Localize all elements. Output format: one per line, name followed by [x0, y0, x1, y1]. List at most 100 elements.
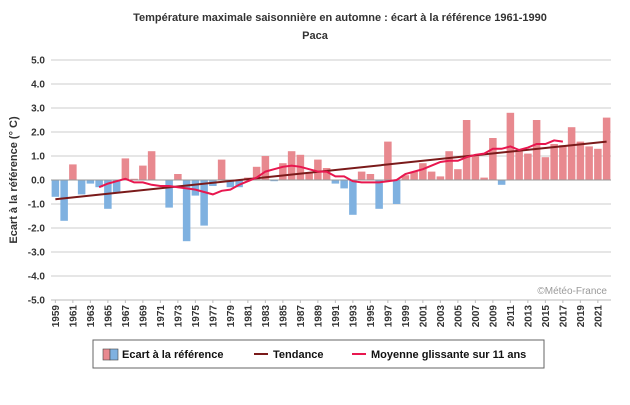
- anomaly-bar: [462, 120, 471, 180]
- x-tick-label: 1983: [261, 305, 272, 328]
- x-tick-label: 1993: [348, 305, 359, 328]
- anomaly-bar: [515, 151, 523, 180]
- anomaly-bar: [77, 180, 86, 195]
- legend-label-trend: Tendance: [273, 349, 324, 361]
- anomaly-bar: [576, 141, 585, 180]
- x-tick-label: 1967: [121, 305, 132, 328]
- x-tick-label: 2019: [576, 305, 587, 328]
- anomaly-bar: [594, 148, 602, 180]
- y-tick-label: 0.0: [31, 176, 45, 187]
- x-tick-label: 1999: [401, 305, 412, 328]
- anomaly-bar: [427, 171, 436, 180]
- anomaly-bar: [217, 159, 226, 180]
- anomaly-bar: [541, 157, 550, 180]
- anomaly-bar: [279, 163, 287, 180]
- anomaly-bar: [182, 180, 191, 242]
- anomaly-bar: [314, 159, 322, 180]
- anomaly-bar: [349, 180, 357, 215]
- x-tick-labels: 1959 1961 1963 1965 1967 1969 1971 1973 1975 1977…: [51, 300, 604, 328]
- x-tick-label: 2001: [418, 305, 429, 328]
- anomaly-bar: [252, 166, 261, 180]
- anomaly-bar: [410, 171, 418, 180]
- anomaly-bar: [567, 127, 576, 180]
- anomaly-bar: [261, 156, 270, 180]
- x-tick-label: 1991: [331, 305, 342, 328]
- x-tick-label: 1961: [68, 305, 79, 328]
- anomaly-bar: [550, 144, 558, 180]
- legend-swatch-negative: [109, 348, 119, 361]
- x-tick-label: 2005: [453, 305, 464, 328]
- anomaly-bar: [130, 178, 138, 180]
- x-tick-label: 1969: [138, 305, 149, 328]
- x-tick-label: 1977: [208, 305, 219, 328]
- anomaly-bar: [419, 163, 427, 180]
- y-tick-labels: 5.0 4.0 3.0 2.0 1.0 0.0 -1.0 -2.0 -3.0 -4.0 -5.0: [28, 56, 46, 307]
- legend-label-anomaly: Ecart à la référence: [122, 349, 224, 361]
- x-tick-label: 2013: [523, 305, 534, 328]
- x-tick-label: 1995: [366, 305, 377, 328]
- chart-title: Température maximale saisonnière en auto…: [133, 12, 547, 24]
- legend: Ecart à la référence Tendance Moyenne gl…: [92, 339, 545, 369]
- legend-label-moving-average: Moyenne glissante sur 11 ans: [371, 349, 526, 361]
- anomaly-bar: [69, 164, 77, 180]
- x-tick-label: 1973: [173, 305, 184, 328]
- anomaly-bar: [497, 180, 506, 185]
- anomaly-bar: [384, 141, 392, 180]
- x-tick-label: 2017: [558, 305, 569, 328]
- y-tick-label: -5.0: [28, 296, 46, 307]
- anomaly-bar: [454, 169, 462, 180]
- anomaly-bar: [524, 153, 532, 180]
- legend-item-moving-average: Moyenne glissante sur 11 ans: [352, 349, 526, 361]
- y-tick-label: -4.0: [28, 272, 46, 283]
- x-tick-label: 2015: [541, 305, 552, 328]
- x-tick-label: 1985: [278, 305, 289, 328]
- x-tick-label: 1981: [243, 305, 254, 328]
- y-tick-label: -3.0: [28, 248, 46, 259]
- x-tick-label: 1975: [191, 305, 202, 328]
- moving-average-line: [98, 139, 564, 196]
- anomaly-bar: [585, 146, 593, 180]
- anomaly-bar: [235, 180, 243, 188]
- legend-swatch-positive: [102, 348, 111, 361]
- anomaly-bar: [357, 171, 366, 180]
- y-tick-label: 3.0: [31, 104, 45, 115]
- anomaly-bar: [322, 168, 331, 180]
- credit-text: ©Météo-France: [537, 286, 607, 297]
- x-tick-label: 2007: [471, 305, 482, 328]
- anomaly-bar: [147, 151, 156, 180]
- y-tick-label: -2.0: [28, 224, 46, 235]
- anomaly-bar: [340, 180, 348, 189]
- legend-item-trend: Tendance: [254, 349, 324, 361]
- anomaly-bar: [86, 180, 95, 184]
- legend-item-anomaly: Ecart à la référence: [102, 348, 224, 361]
- y-axis-title: Ecart à la référence (° C): [8, 116, 20, 244]
- y-tick-label: 2.0: [31, 128, 45, 139]
- anomaly-bar: [436, 176, 445, 180]
- anomaly-bar: [121, 158, 130, 180]
- x-tick-label: 1963: [86, 305, 97, 328]
- x-tick-label: 1971: [156, 305, 167, 328]
- anomaly-bar: [191, 180, 200, 196]
- anomaly-bar: [489, 138, 497, 180]
- anomaly-bar: [165, 180, 173, 208]
- x-tick-label: 2011: [506, 305, 517, 327]
- anomaly-bar: [331, 180, 340, 184]
- x-tick-label: 1989: [313, 305, 324, 328]
- x-tick-label: 1965: [103, 305, 114, 328]
- anomaly-bar: [305, 172, 313, 180]
- anomaly-bar: [95, 180, 103, 188]
- anomaly-bar: [471, 156, 480, 180]
- anomaly-bar: [401, 175, 410, 180]
- x-tick-label: 1959: [51, 305, 62, 328]
- chart-subtitle: Paca: [302, 30, 329, 42]
- x-tick-label: 2009: [488, 305, 499, 328]
- y-tick-label: -1.0: [28, 200, 46, 211]
- anomaly-bar: [270, 180, 278, 182]
- x-tick-label: 1997: [383, 305, 394, 328]
- anomaly-bar: [174, 174, 182, 180]
- anomaly-bar: [200, 180, 208, 226]
- x-tick-label: 2003: [436, 305, 447, 328]
- anomaly-bar: [226, 180, 235, 188]
- anomaly-bar: [112, 180, 121, 194]
